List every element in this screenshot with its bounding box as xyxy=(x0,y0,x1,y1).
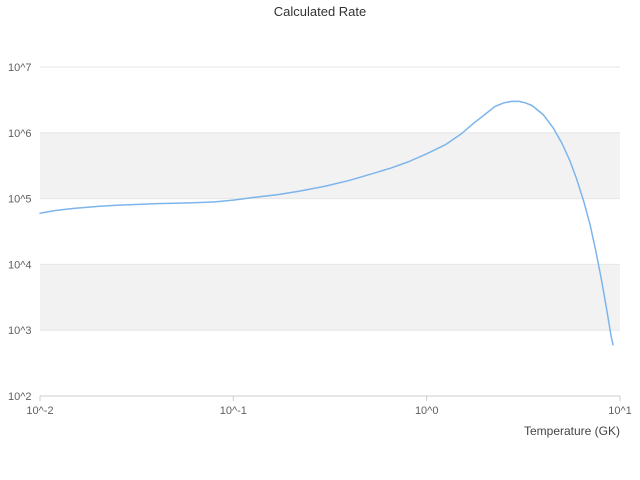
y-tick-label: 10^3 xyxy=(8,325,32,337)
chart-title: Calculated Rate xyxy=(273,4,367,19)
y-tick-label: 10^4 xyxy=(8,259,32,271)
x-tick-label: 10^-2 xyxy=(26,405,53,417)
x-axis-title: Temperature (GK) xyxy=(523,424,620,438)
alternate-grid-band xyxy=(40,132,620,199)
x-tick-label: 10^1 xyxy=(608,405,632,417)
y-tick-label: 10^2 xyxy=(8,391,32,403)
y-tick-label: 10^6 xyxy=(8,128,32,140)
alternate-grid-band xyxy=(40,264,620,331)
x-tick-label: 10^-1 xyxy=(220,405,247,417)
y-tick-label: 10^7 xyxy=(8,62,32,74)
y-tick-label: 10^5 xyxy=(8,194,32,206)
calculated-rate-line xyxy=(39,100,614,346)
x-tick-label: 10^0 xyxy=(415,405,439,417)
